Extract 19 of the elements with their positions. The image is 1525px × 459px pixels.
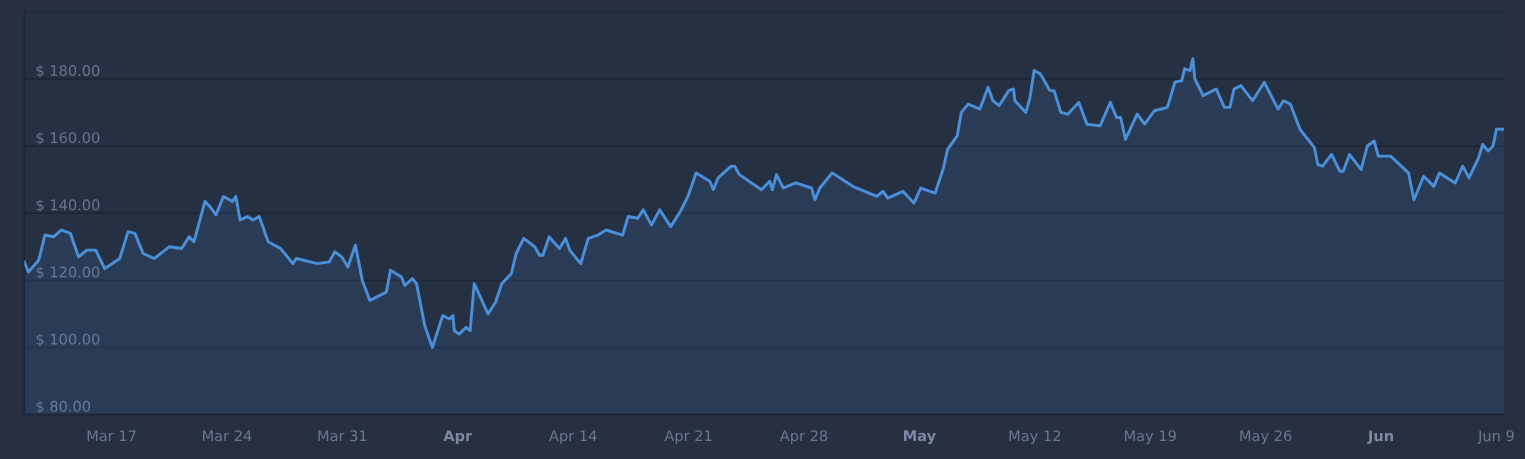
x-tick-label: May 12 bbox=[1009, 430, 1061, 445]
x-tick-label: Mar 17 bbox=[87, 430, 136, 442]
x-tick-label: May 19 bbox=[1124, 430, 1176, 445]
y-tick-label: $ 180.00 bbox=[36, 64, 100, 78]
x-tick-label: May bbox=[904, 430, 936, 445]
x-tick-label: Apr bbox=[443, 430, 473, 445]
x-tick-label: May 26 bbox=[1240, 430, 1292, 445]
y-tick-label: $ 140.00 bbox=[36, 199, 100, 213]
x-tick-label: Jun 9 bbox=[1477, 430, 1514, 444]
x-tick-label: Mar 24 bbox=[203, 430, 252, 442]
x-tick-label: Apr 21 bbox=[664, 430, 712, 445]
y-tick-label: $ 120.00 bbox=[36, 266, 100, 280]
y-tick-label: $ 100.00 bbox=[36, 333, 100, 347]
x-tick-label: Apr 14 bbox=[549, 430, 597, 445]
x-tick-label: Jun bbox=[1367, 430, 1393, 444]
x-tick-label: Apr 28 bbox=[779, 430, 828, 445]
x-tick-label: Mar 31 bbox=[318, 430, 367, 442]
y-tick-label: $ 160.00 bbox=[36, 131, 100, 146]
y-tick-label: $ 80.00 bbox=[36, 400, 91, 414]
